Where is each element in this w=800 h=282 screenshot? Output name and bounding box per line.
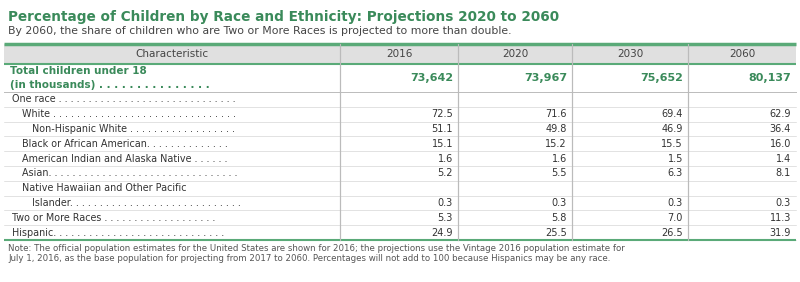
Polygon shape [4,64,796,92]
Text: 15.1: 15.1 [431,139,453,149]
Text: 1.5: 1.5 [668,154,683,164]
Text: 6.3: 6.3 [668,168,683,179]
Text: (in thousands) . . . . . . . . . . . . . . .: (in thousands) . . . . . . . . . . . . .… [10,80,210,89]
Text: 72.5: 72.5 [431,109,453,119]
Polygon shape [4,107,796,122]
Text: 36.4: 36.4 [770,124,791,134]
Text: 69.4: 69.4 [662,109,683,119]
Text: July 1, 2016, as the base population for projecting from 2017 to 2060. Percentag: July 1, 2016, as the base population for… [8,254,610,263]
Text: 80,137: 80,137 [748,73,791,83]
Polygon shape [4,181,796,196]
Text: 51.1: 51.1 [431,124,453,134]
Text: 73,642: 73,642 [410,73,453,83]
Text: One race . . . . . . . . . . . . . . . . . . . . . . . . . . . . . .: One race . . . . . . . . . . . . . . . .… [12,94,236,104]
Text: 1.6: 1.6 [438,154,453,164]
Text: Total children under 18: Total children under 18 [10,67,146,76]
Polygon shape [4,196,796,210]
Text: 75,652: 75,652 [640,73,683,83]
Text: Percentage of Children by Race and Ethnicity: Projections 2020 to 2060: Percentage of Children by Race and Ethni… [8,10,559,24]
Text: By 2060, the share of children who are Two or More Races is projected to more th: By 2060, the share of children who are T… [8,26,511,36]
Text: 7.0: 7.0 [668,213,683,223]
Text: 24.9: 24.9 [431,228,453,238]
Polygon shape [4,136,796,151]
Text: Islander. . . . . . . . . . . . . . . . . . . . . . . . . . . . .: Islander. . . . . . . . . . . . . . . . … [32,198,241,208]
Text: 15.2: 15.2 [546,139,567,149]
Text: 73,967: 73,967 [524,73,567,83]
Text: 49.8: 49.8 [546,124,567,134]
Text: 15.5: 15.5 [662,139,683,149]
Text: 16.0: 16.0 [770,139,791,149]
Text: 11.3: 11.3 [770,213,791,223]
Polygon shape [4,44,796,64]
Text: Two or More Races . . . . . . . . . . . . . . . . . . .: Two or More Races . . . . . . . . . . . … [12,213,215,223]
Text: Characteristic: Characteristic [135,49,209,59]
Text: Hispanic. . . . . . . . . . . . . . . . . . . . . . . . . . . . .: Hispanic. . . . . . . . . . . . . . . . … [12,228,224,238]
Text: Asian. . . . . . . . . . . . . . . . . . . . . . . . . . . . . . . .: Asian. . . . . . . . . . . . . . . . . .… [22,168,238,179]
Polygon shape [4,92,796,107]
Text: 1.4: 1.4 [776,154,791,164]
Text: Native Hawaiian and Other Pacific: Native Hawaiian and Other Pacific [22,183,186,193]
Polygon shape [4,122,796,136]
Text: 31.9: 31.9 [770,228,791,238]
Polygon shape [4,166,796,181]
Text: Note: The official population estimates for the United States are shown for 2016: Note: The official population estimates … [8,244,625,253]
Text: 0.3: 0.3 [552,198,567,208]
Text: Non-Hispanic White . . . . . . . . . . . . . . . . . .: Non-Hispanic White . . . . . . . . . . .… [32,124,235,134]
Polygon shape [4,151,796,166]
Text: 46.9: 46.9 [662,124,683,134]
Text: 0.3: 0.3 [776,198,791,208]
Text: 26.5: 26.5 [662,228,683,238]
Text: 0.3: 0.3 [438,198,453,208]
Text: 0.3: 0.3 [668,198,683,208]
Text: 2020: 2020 [502,49,528,59]
Text: 2060: 2060 [729,49,755,59]
Text: 8.1: 8.1 [776,168,791,179]
Text: 71.6: 71.6 [546,109,567,119]
Text: 1.6: 1.6 [552,154,567,164]
Text: White . . . . . . . . . . . . . . . . . . . . . . . . . . . . . . .: White . . . . . . . . . . . . . . . . . … [22,109,236,119]
Text: 5.2: 5.2 [438,168,453,179]
Text: 5.8: 5.8 [552,213,567,223]
Text: 2016: 2016 [386,49,412,59]
Text: 2030: 2030 [617,49,643,59]
Text: 62.9: 62.9 [770,109,791,119]
Text: Black or African American. . . . . . . . . . . . . .: Black or African American. . . . . . . .… [22,139,228,149]
Text: American Indian and Alaska Native . . . . . .: American Indian and Alaska Native . . . … [22,154,227,164]
Text: 5.5: 5.5 [551,168,567,179]
Polygon shape [4,225,796,240]
Text: 5.3: 5.3 [438,213,453,223]
Polygon shape [4,210,796,225]
Text: 25.5: 25.5 [546,228,567,238]
